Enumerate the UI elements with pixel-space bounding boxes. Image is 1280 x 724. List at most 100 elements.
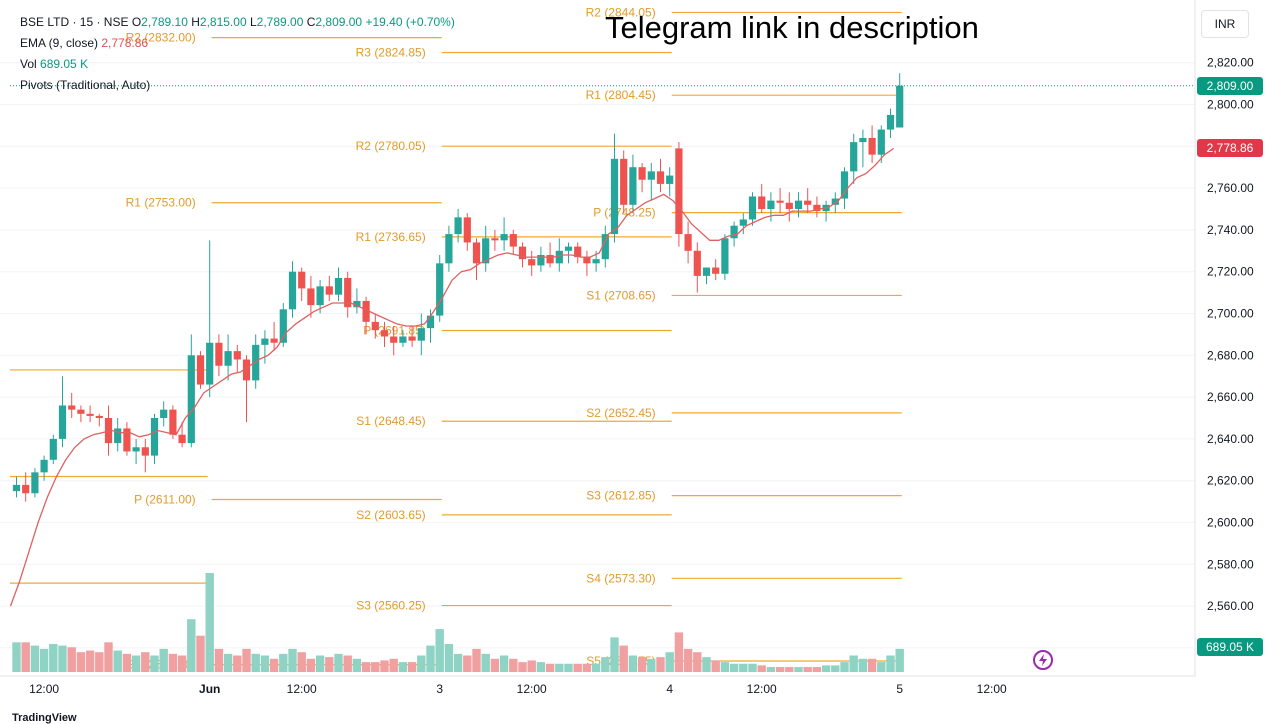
volume-label[interactable]: Vol — [20, 57, 37, 71]
symbol-title[interactable]: BSE LTD · 15 · NSE — [20, 15, 129, 29]
volume-bar — [490, 658, 500, 672]
candle-body — [22, 484, 30, 494]
pivots-label[interactable]: Pivots (Traditional, Auto) — [20, 78, 151, 92]
price-tick-label: 2,680.00 — [1207, 348, 1254, 362]
volume-bar — [150, 655, 159, 672]
volume-bar — [380, 660, 389, 672]
volume-bar — [196, 635, 205, 672]
candle-body — [334, 277, 343, 295]
volume-bar — [656, 657, 665, 672]
last-price-tag: 2,809.00 — [1197, 76, 1263, 95]
price-tick-label: 2,700.00 — [1207, 307, 1254, 321]
volume-bar — [131, 655, 141, 672]
currency-button[interactable]: INR — [1201, 10, 1249, 38]
pivot-label: R2 (2832.00) — [126, 31, 196, 45]
volume-bar — [352, 658, 362, 672]
ema-value: 2,778.86 — [101, 36, 149, 50]
candle-body — [298, 271, 306, 289]
ema-line — [9, 147, 895, 607]
volume-bar — [76, 652, 86, 672]
volume-bar — [67, 647, 76, 672]
pivot-lines: R2 (2832.00) R1 (2753.00) P (2611.00) S1 (2… — [126, 5, 902, 672]
volume-bar — [343, 655, 352, 672]
candle-body — [472, 242, 481, 264]
price-tick-label: 2,740.00 — [1207, 223, 1254, 237]
volume-bar — [619, 645, 628, 672]
pivot-label: R3 (2824.85) — [356, 46, 426, 60]
price-tick-label: 2,580.00 — [1207, 557, 1254, 571]
volume-bar — [260, 655, 270, 672]
volume-bar — [168, 653, 178, 672]
candle-body — [371, 321, 379, 331]
candle-body — [445, 234, 453, 264]
candle-body — [49, 438, 57, 460]
volume-bar — [527, 660, 536, 672]
time-tick-label: 12:00 — [977, 682, 1007, 696]
pivot-label: R2 (2844.05) — [586, 5, 656, 19]
pivot-label: S3 (2560.25) — [356, 599, 425, 613]
candle-body — [224, 351, 232, 366]
candle-body — [399, 336, 407, 343]
ohlc-low: L2,789.00 — [249, 15, 304, 29]
candle-body — [656, 171, 665, 184]
volume-bar — [104, 642, 113, 672]
volume-bar — [122, 653, 132, 672]
candle-body — [104, 418, 113, 444]
candle-body — [896, 85, 904, 128]
lightning-icon[interactable] — [1033, 650, 1053, 670]
candle-body — [518, 246, 527, 260]
candle-body — [160, 409, 168, 418]
candle-body — [454, 217, 462, 235]
volume-bar — [113, 650, 122, 672]
volume-bar — [794, 667, 803, 672]
candle-body — [831, 198, 839, 205]
price-tick-label: 2,760.00 — [1207, 181, 1254, 195]
time-tick-label: 4 — [666, 682, 673, 696]
candle-body — [886, 114, 895, 130]
ema-price-tag: 2,778.86 — [1197, 139, 1263, 158]
volume-bar — [775, 667, 785, 672]
candle-body — [491, 238, 499, 241]
candle-body — [95, 415, 103, 418]
volume-bar — [665, 652, 674, 672]
volume-bar — [840, 662, 849, 672]
candle-body — [482, 238, 490, 264]
candle-body — [426, 315, 435, 329]
candle-body — [169, 409, 177, 435]
volume-bar — [426, 645, 435, 672]
volume-bar — [361, 662, 371, 672]
chart-legend: BSE LTD · 15 · NSE O2,789.10 H2,815.00 L… — [20, 12, 455, 96]
candle-body — [647, 171, 655, 180]
ema-label[interactable]: EMA (9, close) — [20, 36, 99, 50]
pivot-label: P (2748.25) — [593, 206, 656, 220]
candlesticks — [12, 73, 904, 502]
candle-body — [702, 267, 711, 276]
price-tick-label: 2,640.00 — [1207, 432, 1254, 446]
candle-body — [390, 336, 398, 343]
candle-body — [40, 459, 48, 473]
candle-body — [528, 259, 536, 266]
grid — [0, 62, 1195, 649]
tradingview-logo: TradingView — [12, 712, 77, 724]
pivots-row[interactable]: Pivots (Traditional, Auto) — [20, 75, 455, 96]
volume-bar — [315, 655, 325, 672]
volume-bar — [628, 655, 638, 672]
volume-row[interactable]: Vol 689.05 K — [20, 54, 455, 75]
candle-body — [537, 254, 545, 266]
candle-body — [325, 286, 333, 295]
price-tick-label: 2,600.00 — [1207, 516, 1254, 530]
volume-bar — [453, 653, 463, 672]
candle-body — [546, 254, 554, 264]
ohlc-close: C2,809.00 — [306, 15, 363, 29]
volume-bar — [831, 665, 840, 672]
volume-bar — [886, 655, 895, 672]
volume-bar — [49, 643, 58, 672]
symbol-row[interactable]: BSE LTD · 15 · NSE O2,789.10 H2,815.00 L… — [20, 12, 455, 33]
pivot-label: R1 (2753.00) — [126, 196, 196, 210]
ema-row[interactable]: EMA (9, close) 2,778.86 — [20, 33, 455, 54]
volume-bar — [177, 655, 187, 672]
candle-body — [215, 342, 223, 366]
candle-body — [316, 286, 324, 306]
pivot-label: R1 (2804.45) — [586, 88, 656, 102]
